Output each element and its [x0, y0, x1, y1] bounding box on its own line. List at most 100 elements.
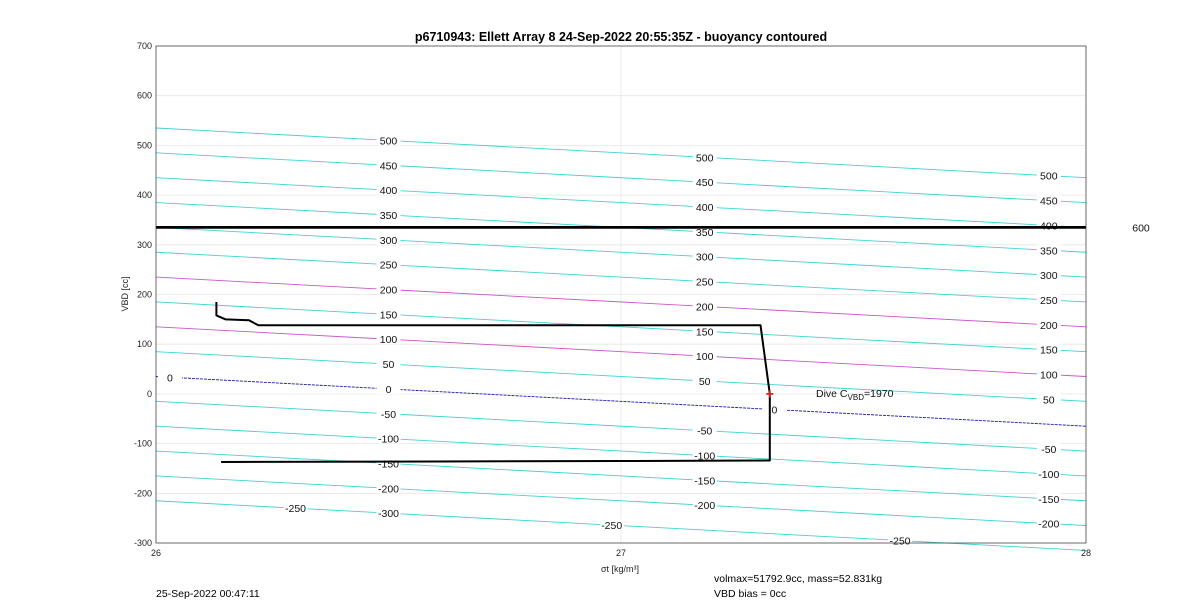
contour-label-bg — [1036, 293, 1061, 305]
contour-line — [155, 475, 1087, 527]
contour-label: 350 — [1040, 245, 1058, 257]
overlay: 600 Dive CVBD=1970 — [156, 222, 1150, 402]
x-tick-label: 26 — [151, 548, 161, 558]
contour-label-bg — [1036, 318, 1061, 330]
contour-label: 500 — [696, 152, 714, 164]
contour-label: 50 — [1043, 394, 1055, 406]
contour-label: 100 — [696, 351, 714, 363]
contour-label: 250 — [696, 277, 714, 289]
contour-label-bg — [376, 358, 401, 370]
contour-label: -50 — [381, 409, 396, 421]
contour-label-bg — [1036, 269, 1061, 281]
contour-label: 350 — [696, 227, 714, 239]
plot-frame — [155, 45, 1087, 544]
x-tick-label: 27 — [616, 548, 626, 558]
contour-label-bg — [376, 382, 401, 394]
contour-label: -250 — [285, 503, 306, 515]
contour-label: -300 — [378, 508, 399, 520]
contour-label: -150 — [378, 458, 399, 470]
contour-line — [155, 376, 1087, 427]
contour-label-bg — [692, 225, 717, 237]
y-axis-label: VBD [cc] — [120, 276, 130, 311]
contour-label-bg — [692, 374, 717, 386]
contour-label-bg — [762, 403, 787, 415]
y-tick-label: 300 — [137, 240, 152, 250]
contour-label: 100 — [380, 334, 398, 346]
contour-label-bg — [376, 208, 401, 220]
contour-label: 0 — [167, 372, 173, 384]
contour-label: 50 — [383, 359, 395, 371]
contour-label-bg — [376, 507, 401, 519]
contour-label: -250 — [889, 536, 910, 548]
contour-label-bg — [376, 184, 401, 196]
contour-line — [155, 326, 1087, 377]
contour-label-bg — [1036, 443, 1061, 455]
contour-label-bg — [692, 151, 717, 163]
contour-label-bg — [376, 283, 401, 295]
chart-title: p6710943: Ellett Array 8 24-Sep-2022 20:… — [415, 30, 827, 44]
contour-label-bg — [157, 371, 182, 383]
contour-line — [155, 152, 1087, 204]
contour-line — [155, 351, 1087, 402]
contour-label-bg — [692, 474, 717, 486]
contour-label: -100 — [694, 451, 715, 463]
contour-label: 150 — [696, 326, 714, 338]
contour-line — [155, 276, 1087, 328]
contour-label: -150 — [1038, 494, 1059, 506]
contour-label: -50 — [697, 426, 712, 438]
contour-line — [155, 400, 1087, 452]
contour-line — [155, 251, 1087, 303]
contour-label-bg — [1036, 517, 1061, 529]
contour-label: 250 — [380, 260, 398, 272]
contour-label: 100 — [1040, 370, 1058, 382]
contour-label: 400 — [696, 202, 714, 214]
contour-label: 200 — [380, 285, 398, 297]
contour-label-bg — [692, 300, 717, 312]
contour-label-bg — [376, 333, 401, 345]
contour-label: 200 — [1040, 320, 1058, 332]
contour-label: 450 — [1040, 196, 1058, 208]
contour-label-bg — [1036, 492, 1061, 504]
contour-label: 150 — [380, 309, 398, 321]
contour-label-bg — [1036, 368, 1061, 380]
contour-label: 150 — [1040, 345, 1058, 357]
contour-label: 350 — [380, 210, 398, 222]
contour-label: 300 — [380, 235, 398, 247]
contour-label: 0 — [386, 384, 392, 396]
contour-label-bg — [692, 499, 717, 511]
y-tick-label: 700 — [137, 41, 152, 51]
y-tick-label: -300 — [134, 538, 152, 548]
contour-label: 300 — [1040, 270, 1058, 282]
y-tick-label: 0 — [147, 389, 152, 399]
footer-timestamp: 25-Sep-2022 00:47:11 — [156, 588, 260, 600]
contour-label: -100 — [1038, 469, 1059, 481]
contour-label: 500 — [1040, 171, 1058, 183]
contour-label: 450 — [380, 160, 398, 172]
contour-label: 500 — [380, 135, 398, 147]
contour-line — [155, 301, 1087, 353]
contour-label-bg — [376, 457, 401, 469]
x-tick-label: 28 — [1081, 548, 1091, 558]
contour-label: 400 — [380, 185, 398, 197]
dive-track — [215, 302, 771, 463]
contour-line — [155, 450, 1087, 502]
dive-track-line — [215, 302, 771, 463]
contour-label-bg — [1036, 244, 1061, 256]
y-tick-label: 100 — [137, 339, 152, 349]
dive-cvbd-label: Dive CVBD=1970 — [816, 388, 894, 402]
contour-label: 450 — [696, 177, 714, 189]
contour-label: 250 — [1040, 295, 1058, 307]
x-axis-label: σt [kg/m³] — [601, 564, 639, 574]
contour-label-bg — [1036, 169, 1061, 181]
contour-label-bg — [376, 134, 401, 146]
buoyancy-contours: 500450400350300250200150100500-50-100-15… — [155, 127, 1087, 551]
y-tick-label: -200 — [134, 488, 152, 498]
contour-label: 0 — [772, 405, 778, 417]
contour-label-bg — [376, 432, 401, 444]
contour-label: 200 — [696, 301, 714, 313]
contour-label-bg — [376, 159, 401, 171]
contour-label-bg — [1036, 194, 1061, 206]
contour-label-bg — [376, 258, 401, 270]
